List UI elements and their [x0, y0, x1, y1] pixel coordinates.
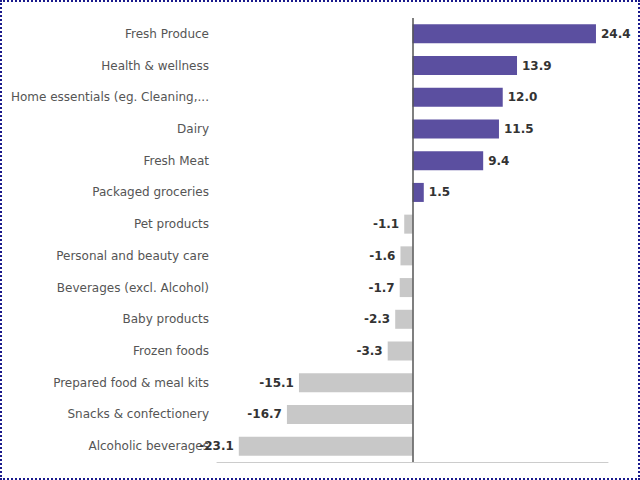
svg-text:-1.7: -1.7 [368, 281, 394, 295]
svg-text:Snacks & confectionery: Snacks & confectionery [67, 407, 209, 421]
svg-text:Fresh Meat: Fresh Meat [143, 154, 209, 168]
svg-text:Prepared food & meal kits: Prepared food & meal kits [53, 376, 209, 390]
svg-text:-3.3: -3.3 [356, 344, 382, 358]
svg-text:9.4: 9.4 [488, 154, 509, 168]
svg-text:Fresh Produce: Fresh Produce [125, 27, 209, 41]
svg-text:-23.1: -23.1 [199, 439, 234, 453]
svg-text:Health & wellness: Health & wellness [101, 59, 209, 73]
svg-text:11.5: 11.5 [504, 122, 534, 136]
svg-text:Frozen foods: Frozen foods [133, 344, 209, 358]
svg-text:12.0: 12.0 [508, 90, 538, 104]
svg-text:-2.3: -2.3 [364, 312, 390, 326]
svg-text:Pet products: Pet products [134, 217, 209, 231]
svg-text:Home essentials (eg. Cleaning,: Home essentials (eg. Cleaning,... [11, 90, 209, 104]
svg-text:Dairy: Dairy [177, 122, 209, 136]
svg-text:1.5: 1.5 [429, 185, 450, 199]
svg-text:24.4: 24.4 [601, 27, 631, 41]
svg-text:-16.7: -16.7 [247, 407, 282, 421]
svg-text:Packaged groceries: Packaged groceries [92, 185, 209, 199]
svg-text:Beverages (excl. Alcohol): Beverages (excl. Alcohol) [57, 281, 209, 295]
svg-text:13.9: 13.9 [522, 59, 552, 73]
svg-text:-15.1: -15.1 [259, 376, 294, 390]
svg-text:Baby products: Baby products [122, 312, 209, 326]
svg-text:-1.6: -1.6 [369, 249, 395, 263]
svg-text:Personal and beauty care: Personal and beauty care [56, 249, 209, 263]
svg-text:-1.1: -1.1 [373, 217, 399, 231]
svg-text:Alcoholic beverages: Alcoholic beverages [88, 439, 209, 453]
